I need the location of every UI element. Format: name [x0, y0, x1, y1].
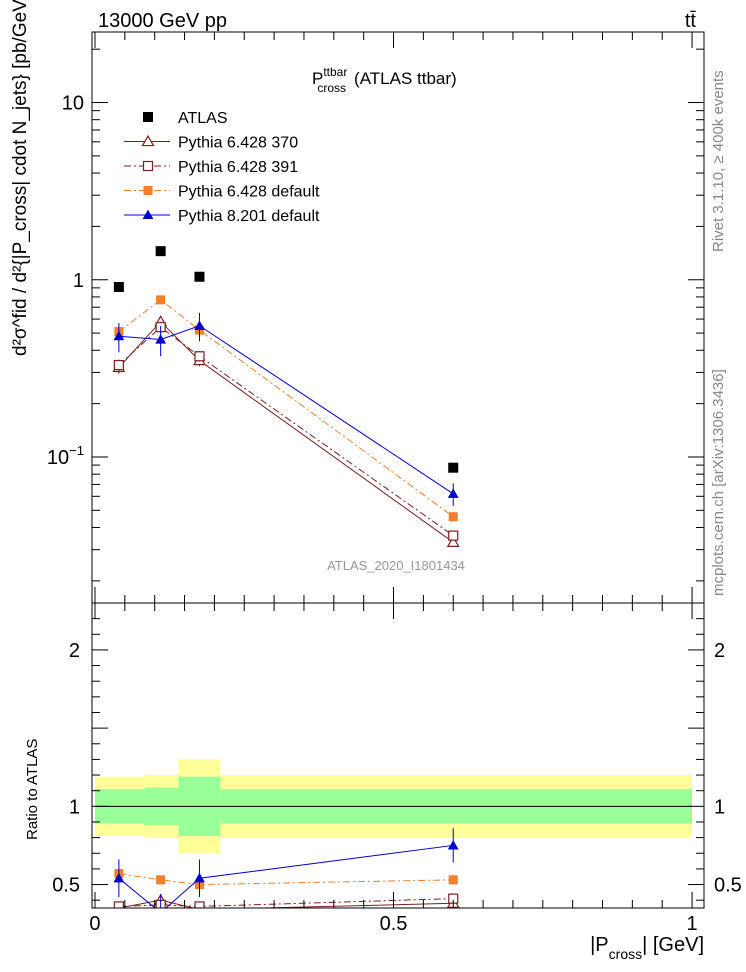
series-line — [118, 299, 454, 518]
ratio-y-axis-label: Ratio to ATLAS — [24, 739, 41, 840]
data-point — [113, 282, 124, 293]
legend-marker — [142, 160, 154, 172]
data-point — [448, 462, 459, 473]
data-point — [155, 246, 166, 257]
data-point — [194, 271, 205, 282]
series-point — [446, 535, 460, 547]
ratio-line — [118, 898, 454, 907]
legend-marker — [143, 186, 153, 195]
legend-marker — [141, 134, 155, 147]
title-rest: (ATLAS ttbar) — [354, 69, 457, 88]
legend-label: Pythia 6.428 default — [178, 184, 320, 201]
ratio-series — [113, 828, 460, 908]
series-point — [113, 359, 124, 371]
ratio-tick-label: 2 — [69, 640, 80, 662]
ratio-point — [448, 875, 458, 885]
ratio-point — [113, 872, 125, 883]
process-label: tt̄ — [685, 10, 697, 32]
x-axis-label: |Pcross| [GeV] — [590, 934, 704, 962]
title-sub: cross — [317, 81, 346, 95]
x-tick-label: 0 — [89, 913, 100, 935]
legend-label: Pythia 8.201 default — [178, 208, 320, 225]
ratio-frame — [91, 602, 705, 909]
legend-label: Pythia 6.428 370 — [178, 135, 298, 152]
series-point — [447, 488, 459, 498]
series-line — [118, 325, 454, 495]
series-point — [155, 334, 167, 344]
mcplots-label: mcplots.cern.ch [arXiv:1306.3436] — [710, 369, 727, 596]
ratio-tick-label: 0.5 — [52, 875, 80, 897]
series-line — [118, 320, 454, 543]
series-point — [194, 351, 205, 362]
ratio-point — [194, 872, 205, 883]
x-tick-label: 1 — [686, 913, 697, 935]
ratio-point — [447, 840, 459, 850]
ratio-line — [118, 899, 454, 908]
ratio-point — [160, 907, 162, 908]
ratio-tick-label-right: 0.5 — [714, 875, 742, 897]
ratio-tick-label: 1 — [69, 796, 80, 818]
x-tick-label: 0.5 — [380, 913, 408, 935]
title-sup: ttbar — [323, 65, 347, 79]
legend-label: Pythia 6.428 391 — [178, 159, 298, 176]
ratio-line — [118, 844, 454, 908]
energy-label: 13000 GeV pp — [98, 10, 227, 32]
ratio-point — [156, 875, 166, 885]
y-tick-label: 1 — [73, 270, 84, 292]
title-main: P — [312, 69, 323, 88]
series-point — [448, 512, 458, 522]
ratio-tick-label-right: 2 — [714, 640, 725, 662]
series-point — [448, 530, 459, 541]
legend-label: ATLAS — [178, 110, 228, 127]
y-tick-label: 10−1 — [47, 443, 84, 469]
series-line — [118, 326, 454, 537]
y-tick-label: 10 — [62, 93, 84, 115]
x-axis-label-sub: cross — [609, 946, 642, 962]
series-point — [113, 330, 125, 341]
ratio-point — [113, 901, 124, 908]
ratio-tick-label-right: 1 — [714, 796, 725, 818]
x-axis-label-post: | [GeV] — [642, 934, 704, 956]
legend-marker — [142, 209, 154, 220]
series-point — [194, 320, 205, 330]
ratio-point — [194, 901, 205, 908]
series-point — [156, 295, 166, 305]
y-axis-label: d²σ^fid / d²{|P_cross| cdot N_jets} [pb/… — [10, 0, 31, 356]
analysis-id: ATLAS_2020_I1801434 — [327, 558, 465, 573]
rivet-label: Rivet 3.1.10, ≥ 400k events — [710, 70, 727, 252]
legend-marker — [143, 112, 153, 122]
chart-title: Pttbar cross (ATLAS ttbar) — [312, 65, 457, 95]
ratio-line — [118, 873, 454, 886]
x-axis-label-pre: |P — [590, 934, 609, 956]
